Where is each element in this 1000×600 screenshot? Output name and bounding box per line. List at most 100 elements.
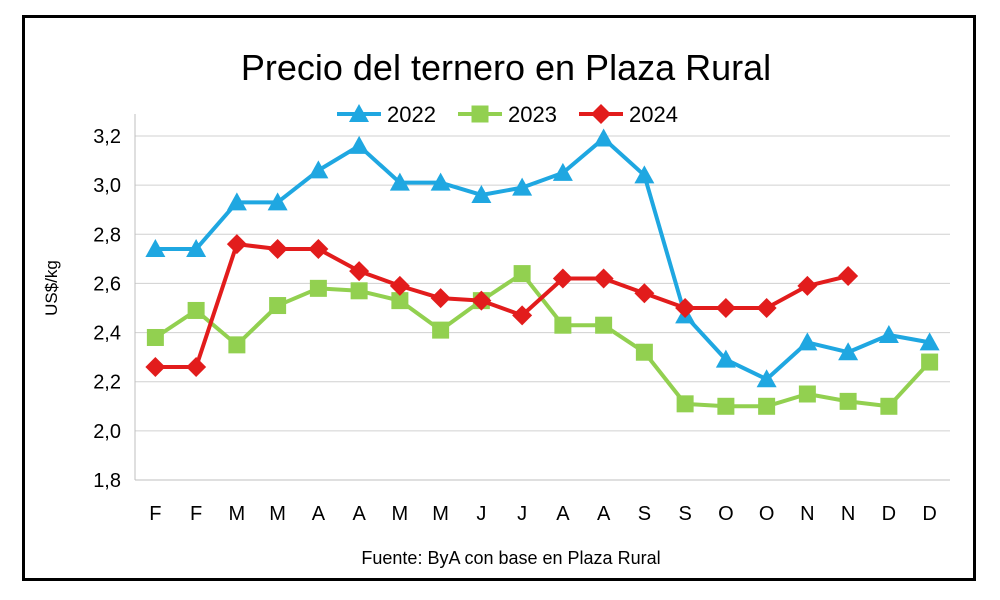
data-point-2022 [878,325,899,344]
data-point-2024 [756,298,777,318]
data-point-2023 [839,392,857,410]
data-point-2023 [595,316,613,334]
x-tick-label: J [517,503,527,525]
data-point-2022 [267,192,288,211]
x-tick-label: J [476,503,486,525]
data-point-2023 [228,336,246,354]
data-point-2024 [634,283,655,304]
series-layer [145,128,940,415]
y-tick-label: 2,4 [93,323,121,345]
data-point-2023 [269,297,287,315]
data-point-2024 [675,298,696,318]
legend-label: 2023 [508,102,557,127]
y-tick-label: 2,6 [93,273,121,295]
data-point-2022 [145,239,166,258]
x-tick-label: A [556,503,570,525]
data-point-2023 [921,353,939,371]
series-line-2022 [155,136,930,382]
y-tick-label: 2,2 [93,372,121,394]
data-point-2022 [389,172,410,191]
data-point-2023 [798,385,816,403]
series-2023 [146,265,939,415]
x-tick-label: M [392,503,409,525]
data-point-2024 [715,298,736,318]
chart-canvas: Precio del ternero en Plaza Rural 2022 20… [42,47,950,568]
data-point-2023 [880,397,898,415]
data-point-2022 [797,332,818,351]
chart-title: Precio del ternero en Plaza Rural [241,47,771,88]
legend-item-2023: 2023 [458,102,557,127]
series-2024 [145,234,859,377]
data-point-2022 [756,369,777,388]
x-tick-label: M [432,503,449,525]
data-point-2023 [146,328,164,346]
data-point-2023 [554,316,572,334]
x-tick-label: N [841,503,855,525]
data-point-2023 [758,397,776,415]
data-point-2024 [430,288,451,309]
legend: 2022 2023 2024 [337,102,678,127]
x-tick-label: O [718,503,734,525]
data-point-2023 [432,321,450,339]
data-point-2022 [186,239,207,258]
data-point-2024 [389,275,410,296]
y-tick-label: 2,8 [93,224,121,246]
legend-label: 2024 [629,102,678,127]
x-tick-label: A [352,503,366,525]
data-point-2024 [267,239,288,260]
y-tick-label: 2,0 [93,421,121,443]
legend-marker [591,104,611,124]
legend-label: 2022 [387,102,436,127]
data-point-2023 [350,282,368,300]
y-axis-label: US$/kg [42,260,61,316]
data-point-2023 [635,343,653,361]
data-point-2023 [717,397,735,415]
data-point-2022 [593,128,614,147]
data-point-2023 [391,292,409,310]
legend-item-2022: 2022 [337,102,436,127]
data-point-2024 [349,261,370,282]
data-point-2024 [552,268,573,289]
x-tick-label: N [800,503,814,525]
data-point-2023 [309,279,327,297]
data-point-2022 [308,160,329,179]
data-point-2023 [187,301,205,319]
source-note: Fuente: ByA con base en Plaza Rural [361,548,660,568]
data-point-2023 [513,265,531,283]
data-point-2022 [919,332,940,351]
y-tick-label: 1,8 [93,470,121,492]
data-point-2022 [430,172,451,191]
x-tick-label: M [269,503,286,525]
data-point-2024 [593,268,614,289]
x-tick-label: D [922,503,936,525]
legend-item-2024: 2024 [579,102,678,127]
data-point-2022 [552,162,573,181]
x-tick-label: M [229,503,246,525]
data-point-2024 [308,239,329,260]
data-point-2022 [512,177,533,196]
x-tick-label: A [597,503,611,525]
legend-marker [349,104,369,122]
data-point-2022 [349,135,370,154]
legend-marker [471,105,489,123]
data-point-2023 [676,395,694,413]
chart-frame: Precio del ternero en Plaza Rural 2022 20… [22,15,976,581]
data-point-2024 [471,290,492,311]
data-point-2022 [226,192,247,211]
series-2022 [145,128,940,388]
y-tick-label: 3,2 [93,126,121,148]
series-line-2024 [155,242,849,369]
data-point-2022 [471,184,492,203]
x-tick-label: F [149,503,161,525]
gridlines [135,135,950,432]
data-point-2022 [715,349,736,368]
data-point-2022 [634,165,655,184]
data-point-2024 [145,356,166,377]
data-point-2022 [838,342,859,361]
y-tick-labels: 1,8 2,0 2,2 2,4 2,6 2,8 3,0 3,2 [93,126,121,492]
x-tick-label: S [638,503,651,525]
data-point-2024 [838,266,859,287]
data-point-2024 [226,234,247,255]
x-tick-label: D [882,503,896,525]
